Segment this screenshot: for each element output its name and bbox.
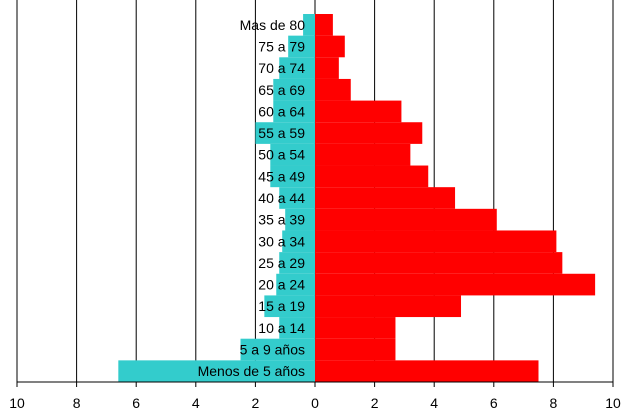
bars <box>118 14 596 382</box>
category-label: 35 a 39 <box>258 212 305 228</box>
bar-left <box>288 35 315 58</box>
bar-right <box>315 165 429 188</box>
bar-left <box>279 187 315 209</box>
bar-right <box>315 100 402 123</box>
bar-right <box>315 252 563 274</box>
x-axis-ticks: 10 8 6 4 2 0 2 4 6 8 10 <box>9 382 621 411</box>
bar-left <box>264 295 315 318</box>
bar-right <box>315 360 539 382</box>
bar-right <box>315 317 396 339</box>
category-label: 25 a 29 <box>258 255 305 271</box>
x-tick-label: 2 <box>371 395 379 411</box>
category-label: Menos de 5 años <box>198 363 305 379</box>
category-label: 30 a 34 <box>258 233 305 249</box>
bar-left <box>240 338 315 361</box>
category-label: 45 a 49 <box>258 168 305 184</box>
x-tick-label: 4 <box>192 395 200 411</box>
category-labels: Menos de 5 años 5 a 9 años 10 a 14 15 a 19 2… <box>198 17 306 379</box>
category-label: 10 a 14 <box>258 320 305 336</box>
bar-right <box>315 187 456 209</box>
x-tick-label: 6 <box>490 395 498 411</box>
bar-left <box>273 100 315 123</box>
x-tick-label: 8 <box>550 395 558 411</box>
bar-left <box>273 78 315 101</box>
x-tick-label: 6 <box>132 395 140 411</box>
bar-right <box>315 295 462 318</box>
bar-right <box>315 338 396 361</box>
category-label: 60 a 64 <box>258 103 305 119</box>
category-label: 40 a 44 <box>258 190 305 206</box>
bar-left <box>279 317 315 339</box>
bar-right <box>315 35 345 58</box>
category-label: 65 a 69 <box>258 82 305 98</box>
category-label: 75 a 79 <box>258 38 305 54</box>
category-label: 55 a 59 <box>258 125 305 141</box>
bar-left <box>270 165 315 188</box>
bar-left <box>118 360 315 382</box>
x-tick-label: 8 <box>73 395 81 411</box>
bar-right <box>315 122 423 144</box>
bar-right <box>315 57 339 79</box>
bar-right <box>315 230 557 253</box>
bar-right <box>315 78 351 101</box>
category-label: 50 a 54 <box>258 147 305 163</box>
bar-left <box>279 57 315 79</box>
category-label: 15 a 19 <box>258 298 305 314</box>
bar-left <box>303 14 315 36</box>
category-label: 20 a 24 <box>258 277 305 293</box>
x-tick-label: 0 <box>311 395 319 411</box>
bar-left <box>270 143 315 166</box>
x-tick-label: 4 <box>430 395 438 411</box>
bar-right <box>315 143 411 166</box>
category-label: 70 a 74 <box>258 60 305 76</box>
bar-left <box>276 273 315 296</box>
bar-right <box>315 14 333 36</box>
bar-left <box>279 252 315 274</box>
x-tick-label: 10 <box>9 395 25 411</box>
x-tick-label: 2 <box>252 395 260 411</box>
bar-left <box>282 230 315 253</box>
category-label: 5 a 9 años <box>240 342 305 358</box>
bar-left <box>285 208 315 231</box>
bar-right <box>315 208 497 231</box>
bar-left <box>255 122 315 144</box>
category-label: Mas de 80 <box>240 17 306 33</box>
bar-right <box>315 273 596 296</box>
x-tick-label: 10 <box>605 395 621 411</box>
